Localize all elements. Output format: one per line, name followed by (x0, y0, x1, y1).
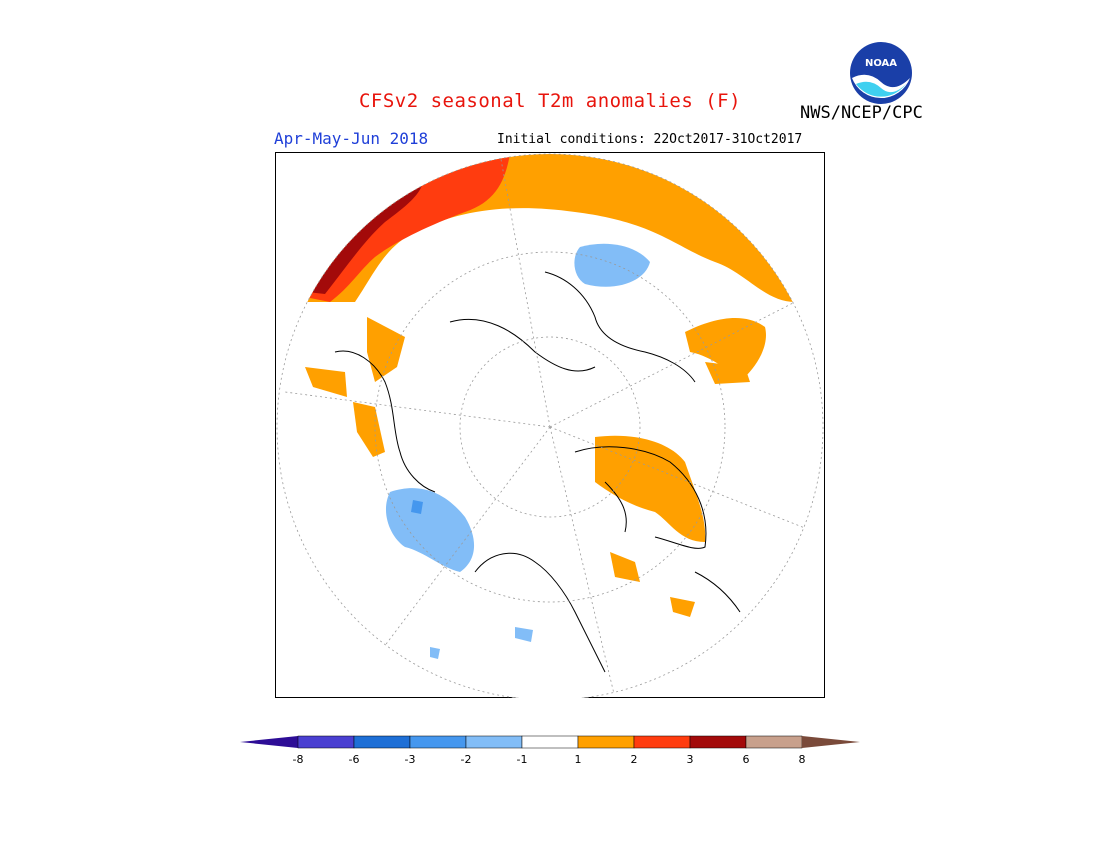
colorbar-tick-label: 2 (631, 753, 638, 766)
colorbar-arrow-left (240, 736, 298, 748)
colorbar: -8 -6 -3 -2 -1 1 2 3 6 8 (240, 735, 860, 766)
anomaly-region (305, 367, 347, 397)
colorbar-swatch (745, 735, 803, 749)
coastlines (334, 271, 741, 673)
colorbar-arrow-right (802, 736, 860, 748)
colorbar-tick-label: 1 (575, 753, 582, 766)
colorbar-swatch (521, 735, 579, 749)
anomaly-region (595, 435, 706, 542)
anomaly-region (411, 500, 423, 514)
anomaly-region (430, 647, 440, 659)
colorbar-swatch (409, 735, 467, 749)
anomaly-region (385, 488, 475, 572)
anomaly-region (353, 402, 385, 457)
anomaly-region (610, 552, 640, 582)
colorbar-swatch (297, 735, 355, 749)
colorbar-tick-label: -8 (293, 753, 304, 766)
colorbar-tick-label: 8 (799, 753, 806, 766)
colorbar-swatch (689, 735, 747, 749)
globe-outline (276, 153, 824, 698)
colorbar-tick-label: 6 (743, 753, 750, 766)
anomaly-region (367, 317, 405, 382)
colorbar-tick-label: -3 (405, 753, 416, 766)
colorbar-tick-label: -1 (517, 753, 528, 766)
colorbar-tick-label: 3 (687, 753, 694, 766)
anomaly-region (685, 317, 766, 377)
colorbar-tick-label: -2 (461, 753, 472, 766)
chart-title: CFSv2 seasonal T2m anomalies (F) (358, 90, 742, 112)
colorbar-swatch (633, 735, 691, 749)
colorbar-tick-label: -6 (349, 753, 360, 766)
initial-conditions-label: Initial conditions: 22Oct2017-31Oct2017 (497, 132, 803, 147)
polar-map (275, 152, 825, 698)
anomaly-region (574, 243, 650, 287)
agency-label: NWS/NCEP/CPC (800, 103, 923, 123)
colorbar-swatch (577, 735, 635, 749)
logo-text: NOAA (865, 58, 897, 69)
colorbar-swatch (353, 735, 411, 749)
anomaly-region (670, 597, 695, 617)
period-label: Apr-May-Jun 2018 (274, 129, 429, 148)
anomaly-region (305, 154, 510, 302)
noaa-logo: NOAA (850, 42, 912, 104)
graticule (284, 154, 816, 698)
colorbar-swatch (465, 735, 523, 749)
anomaly-region (515, 627, 533, 642)
anomaly-region (307, 177, 424, 294)
anomaly-region (705, 362, 750, 384)
